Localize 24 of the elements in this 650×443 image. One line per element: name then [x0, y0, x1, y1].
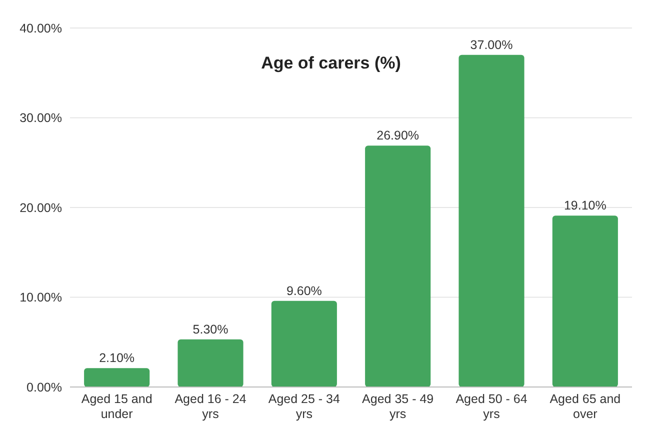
data-label: 19.10% [564, 198, 606, 213]
x-tick-label: Aged 50 - 64 yrs [456, 392, 528, 421]
bar [271, 300, 337, 387]
data-label: 9.60% [286, 284, 322, 298]
y-tick-label: 20.00% [20, 200, 62, 215]
x-tick-label: Aged 65 and over [550, 392, 621, 421]
data-label: 5.30% [192, 322, 228, 336]
x-tick-label: Aged 15 and under [81, 392, 152, 421]
data-label: 26.90% [376, 128, 420, 143]
data-label: 2.10% [99, 351, 135, 366]
y-tick-label: 0.00% [26, 380, 62, 394]
x-tick-label: Aged 16 - 24 yrs [174, 392, 246, 421]
bar [178, 339, 244, 387]
y-tick-label: 10.00% [20, 290, 62, 305]
bar [84, 368, 150, 387]
data-label: 37.00% [470, 38, 513, 52]
y-tick-label: 40.00% [20, 21, 62, 36]
text: Age of carers (%) [261, 53, 401, 72]
x-tick-label: Aged 25 - 34 yrs [268, 392, 340, 421]
y-tick-label: 30.00% [20, 111, 62, 126]
bar [365, 146, 431, 387]
bar [458, 54, 524, 387]
bar [552, 216, 618, 387]
x-tick-label: Aged 35 - 49 yrs [362, 392, 434, 421]
